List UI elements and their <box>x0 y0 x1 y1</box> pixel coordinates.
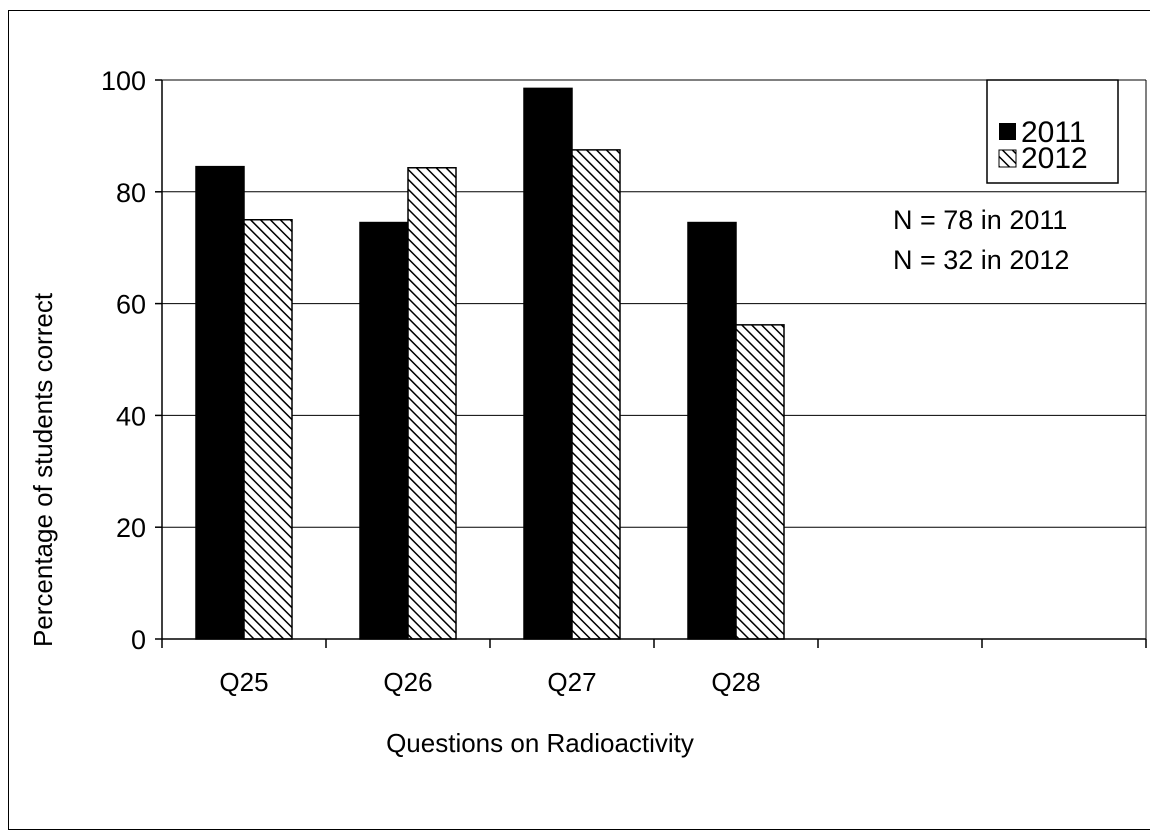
bar-2012-Q25 <box>243 219 293 640</box>
y-tick-label: 100 <box>101 66 146 96</box>
annotation-n-2011: N = 78 in 2011 <box>893 205 1067 235</box>
bar-2012-Q27 <box>571 149 621 640</box>
bars <box>195 87 785 640</box>
x-tick-label: Q25 <box>219 667 268 697</box>
y-tick-label: 0 <box>131 625 146 655</box>
x-tick-label: Q27 <box>547 667 596 697</box>
y-tick-label: 80 <box>116 178 146 208</box>
bar-2011-Q26 <box>359 221 409 640</box>
y-tick-label: 20 <box>116 513 146 543</box>
legend: 2011 2012 <box>986 79 1119 184</box>
bar-2011-Q27 <box>523 87 573 640</box>
y-tick-label: 60 <box>116 290 146 320</box>
annotation-n-2012: N = 32 in 2012 <box>893 245 1069 275</box>
legend-label-2012: 2012 <box>1021 142 1088 175</box>
x-tick-label: Q28 <box>711 667 760 697</box>
axes <box>155 79 1147 648</box>
x-axis-title: Questions on Radioactivity <box>386 728 694 758</box>
legend-label-2011: 2011 <box>1021 116 1086 149</box>
legend-swatch-2012 <box>998 149 1017 168</box>
bar-2012-Q28 <box>735 324 785 640</box>
y-tick-label: 40 <box>116 401 146 431</box>
bar-2012-Q26 <box>407 167 457 640</box>
bar-2011-Q28 <box>687 221 737 640</box>
x-tick-label: Q26 <box>383 667 432 697</box>
legend-swatch-2011 <box>999 123 1016 140</box>
y-axis-title: Percentage of students correct <box>28 292 58 647</box>
bar-2011-Q25 <box>195 165 245 640</box>
tick-labels: 0 20 40 60 80 100 Q25 Q26 Q27 Q28 <box>101 66 761 697</box>
